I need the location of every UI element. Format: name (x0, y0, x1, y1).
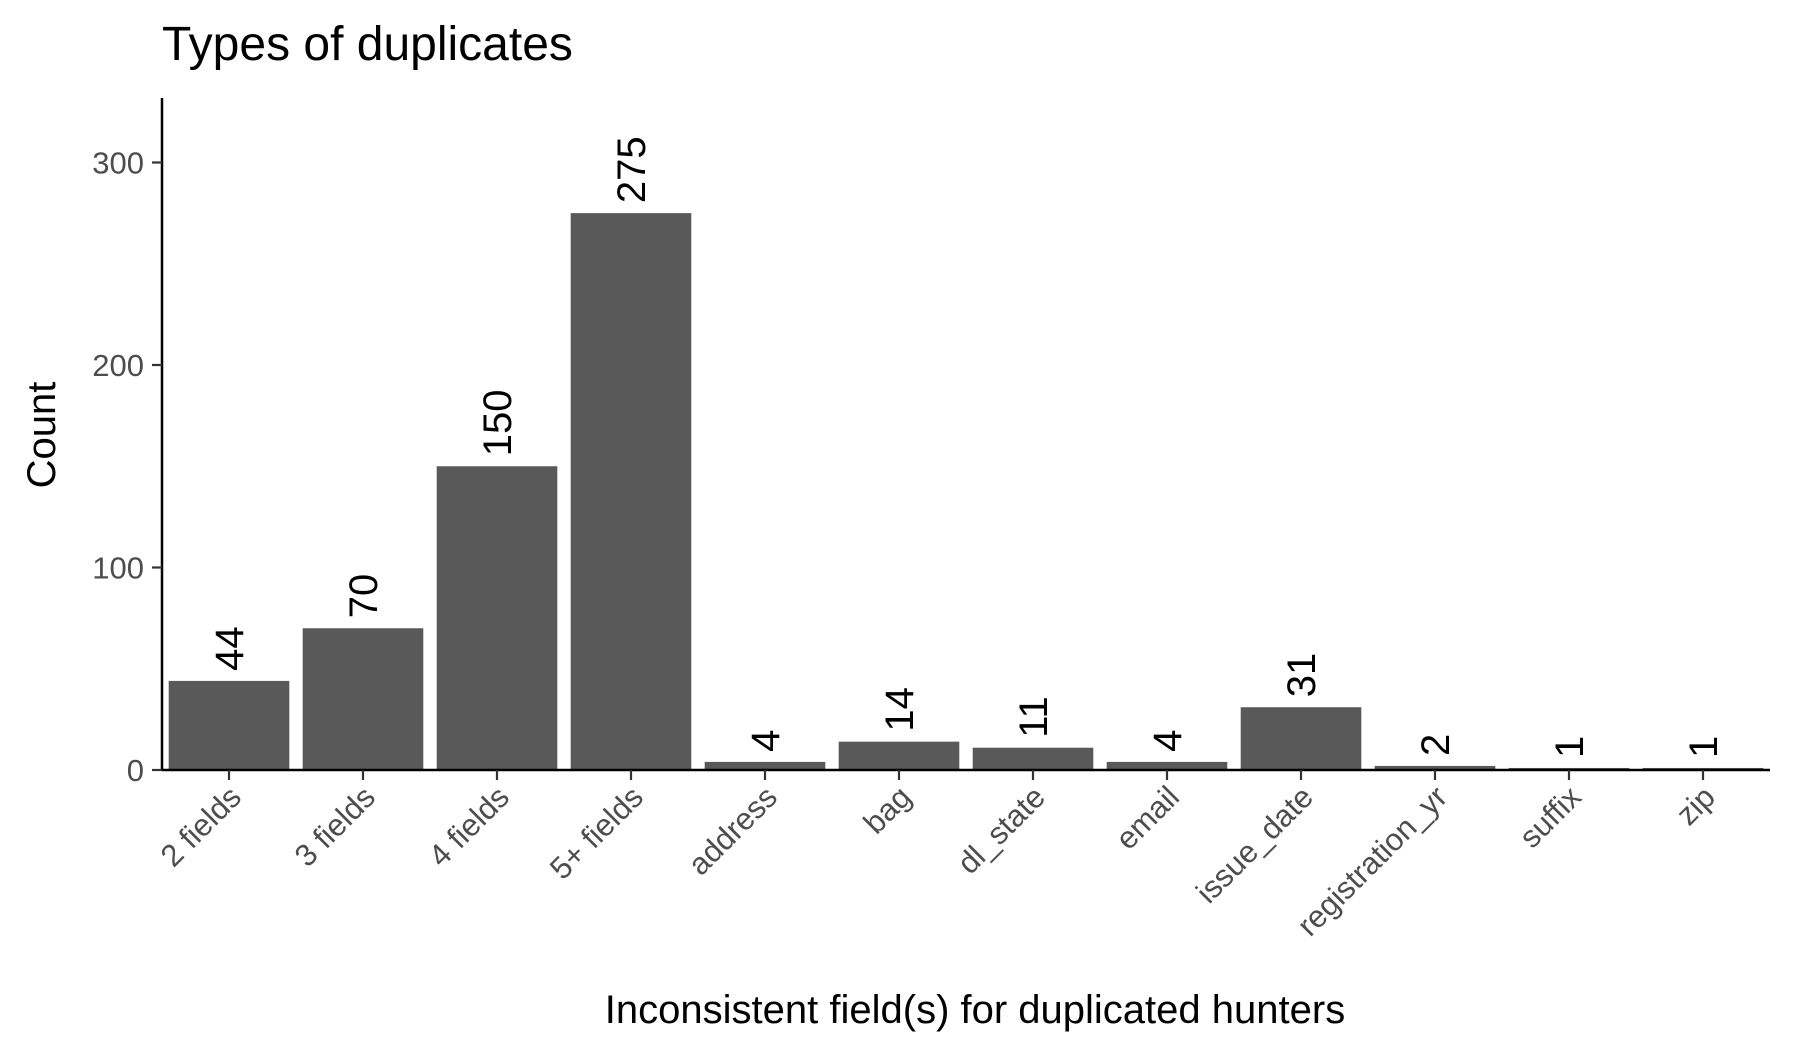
bar-dl-state (972, 747, 1094, 770)
bar-value-label: 150 (476, 390, 520, 457)
bar-value-label: 2 (1414, 734, 1458, 756)
y-tick-label: 300 (92, 146, 144, 181)
x-tick-label: 2 fields (154, 779, 248, 873)
x-tick-label: issue_date (1189, 779, 1320, 910)
bar-value-label: 1 (1548, 736, 1592, 758)
x-tick-label: 4 fields (422, 779, 516, 873)
x-tick-label: 5+ fields (543, 779, 650, 886)
bar-value-label: 4 (1146, 730, 1190, 752)
bar-issue-date (1240, 707, 1362, 770)
bar-value-label: 1 (1682, 736, 1726, 758)
bars-group (168, 213, 1764, 770)
x-axis: 2 fields 3 fields 4 fields 5+ fields address… (154, 768, 1770, 943)
x-tick-label: email (1109, 779, 1186, 856)
bar-value-label: 44 (208, 626, 252, 671)
x-axis-title: Inconsistent field(s) for duplicated hun… (605, 988, 1345, 1032)
bar-email (1106, 761, 1228, 770)
bar-2-fields (168, 680, 290, 770)
x-tick-label: dl_state (950, 779, 1052, 881)
x-tick-label: 3 fields (288, 779, 382, 873)
bar-3-fields (302, 628, 424, 770)
bar-value-label: 4 (744, 730, 788, 752)
bar-5-fields (570, 213, 692, 770)
chart-title: Types of duplicates (162, 18, 573, 71)
bar-bag (838, 741, 960, 770)
bar-value-label: 31 (1280, 653, 1324, 698)
bar-4-fields (436, 466, 558, 770)
y-tick-label: 100 (92, 551, 144, 586)
bar-address (704, 761, 826, 770)
bar-value-label: 70 (342, 574, 386, 619)
bar-value-label: 11 (1012, 696, 1056, 738)
x-tick-label: bag (857, 779, 918, 840)
y-tick-label: 200 (92, 348, 144, 383)
bar-registration-yr (1374, 765, 1496, 770)
y-axis: 0 100 200 300 (92, 98, 164, 788)
bar-value-label: 14 (878, 687, 922, 732)
bar-value-label: 275 (610, 136, 654, 203)
y-tick-label: 0 (127, 753, 144, 788)
x-tick-label: address (681, 779, 784, 882)
y-axis-title: Count (20, 382, 64, 489)
x-tick-label: suffix (1512, 779, 1588, 855)
x-tick-label: zip (1669, 779, 1722, 832)
